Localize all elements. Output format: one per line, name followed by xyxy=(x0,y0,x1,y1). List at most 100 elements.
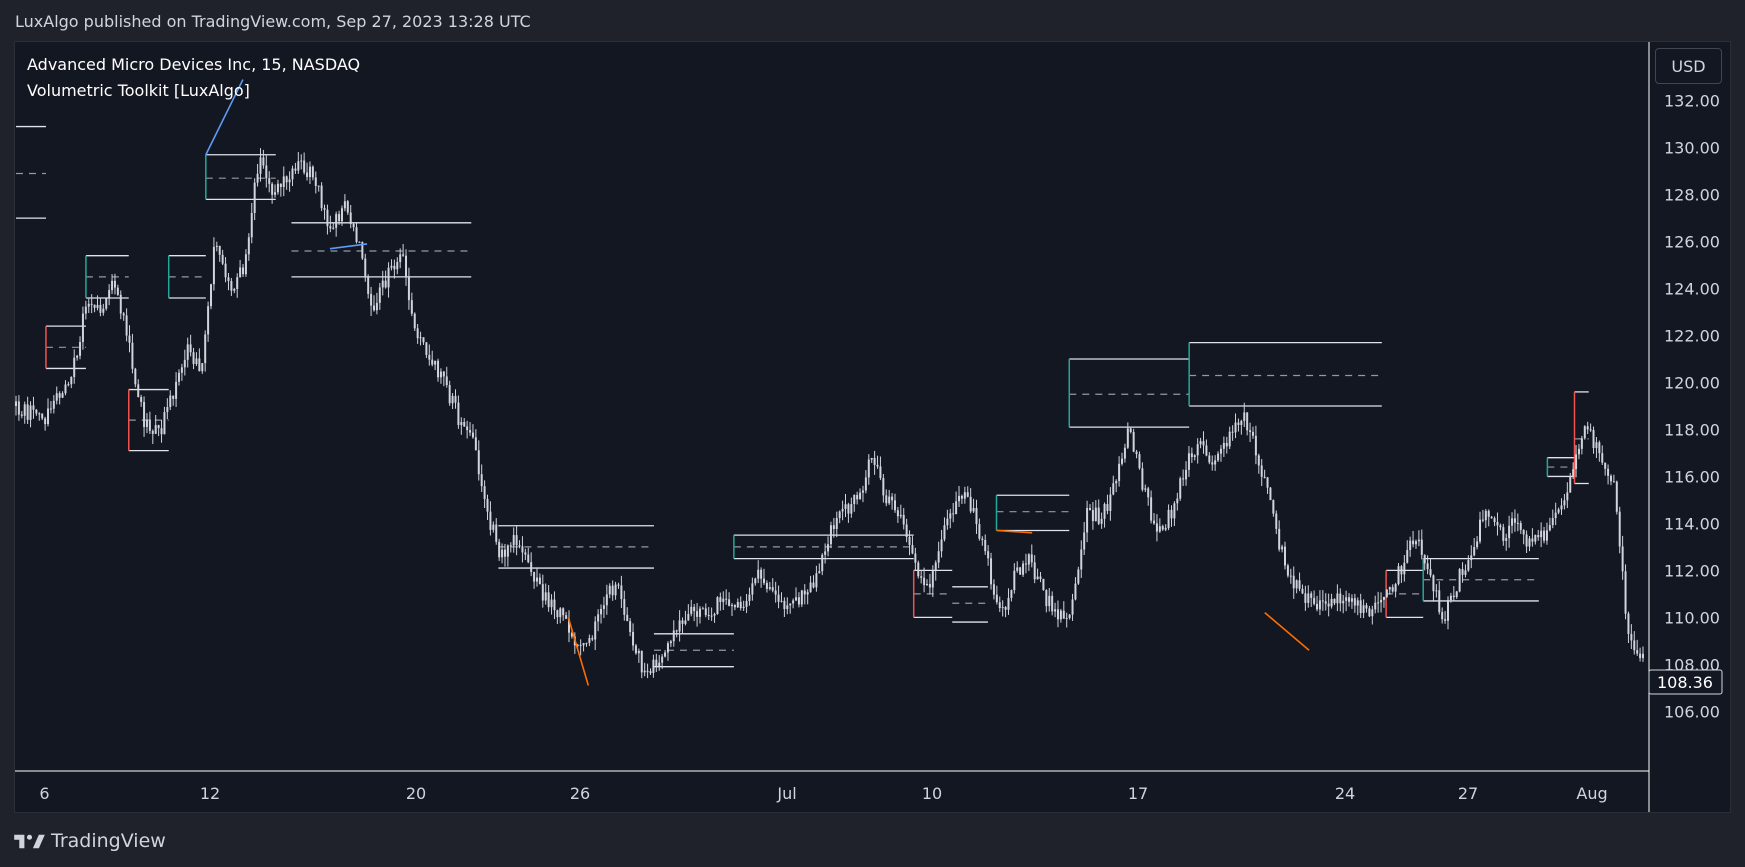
candle-body xyxy=(1310,593,1313,598)
price-axis[interactable]: 106.00108.00110.00112.00114.00116.00118.… xyxy=(1664,92,1720,722)
candle-body xyxy=(271,183,274,195)
candle-body xyxy=(757,569,760,579)
candle-body xyxy=(1286,565,1289,576)
trend-line xyxy=(996,529,1033,534)
candle-body xyxy=(419,337,422,339)
volume-levels xyxy=(16,125,1589,668)
candle-body xyxy=(163,412,166,435)
candle-body xyxy=(1589,429,1592,431)
candle-body xyxy=(501,549,504,558)
time-tick-label: 10 xyxy=(922,784,942,803)
candles xyxy=(15,148,1644,679)
price-tick-label: 116.00 xyxy=(1664,467,1720,486)
candle-body xyxy=(1636,650,1639,654)
candle-body xyxy=(253,182,256,213)
price-tick-label: 114.00 xyxy=(1664,514,1720,533)
candle-body xyxy=(611,585,614,596)
candle-body xyxy=(838,511,841,519)
candle-body xyxy=(384,280,387,288)
candle-body xyxy=(990,558,993,585)
candle-body xyxy=(291,168,294,180)
candle-body xyxy=(1470,555,1473,561)
time-axis[interactable]: 6 12 20 26 Jul 10 17 24 27 Aug xyxy=(39,784,1607,803)
candle-body xyxy=(224,263,227,278)
candle-body xyxy=(492,524,495,530)
candle-body xyxy=(1228,431,1231,447)
candle-body xyxy=(597,614,600,622)
candle-body xyxy=(151,430,154,434)
candle-body xyxy=(1444,619,1447,621)
candle-body xyxy=(728,599,731,606)
candle-body xyxy=(183,359,186,368)
candle-body xyxy=(1371,609,1374,617)
candle-body xyxy=(274,192,277,195)
price-tick-label: 126.00 xyxy=(1664,233,1720,252)
candle-body xyxy=(1318,600,1321,610)
candle-body xyxy=(314,177,317,186)
candle-body xyxy=(119,294,122,314)
candle-body xyxy=(1554,512,1557,519)
candle-body xyxy=(282,176,285,188)
candle-body xyxy=(911,544,914,554)
currency-button[interactable]: USD xyxy=(1655,48,1722,84)
candle-body xyxy=(535,577,538,582)
candle-body xyxy=(140,396,143,402)
candle-body xyxy=(157,425,160,429)
candle-body xyxy=(1452,595,1455,598)
candle-body xyxy=(1484,510,1487,521)
candle-body xyxy=(1254,435,1257,456)
candle-body xyxy=(1010,590,1013,598)
candle-body xyxy=(873,457,876,465)
chart-pane[interactable] xyxy=(14,41,1731,813)
candle-body xyxy=(1289,575,1292,577)
candle-body xyxy=(1222,442,1225,449)
candle-body xyxy=(201,363,204,372)
trend-line xyxy=(329,243,368,250)
candle-body xyxy=(701,608,704,610)
candle-body xyxy=(1481,519,1484,521)
candle-body xyxy=(1094,507,1097,522)
candle-body xyxy=(445,376,448,386)
indicator-title[interactable]: Volumetric Toolkit [LuxAlgo] xyxy=(27,81,250,100)
candle-body xyxy=(186,344,189,360)
candle-body xyxy=(835,518,838,530)
symbol-title[interactable]: Advanced Micro Devices Inc, 15, NASDAQ xyxy=(27,55,361,74)
candle-body xyxy=(1243,412,1246,421)
candle-body xyxy=(809,582,812,593)
candle-body xyxy=(806,592,809,595)
candle-body xyxy=(244,254,247,275)
candle-body xyxy=(585,642,588,644)
price-tick-label: 132.00 xyxy=(1664,92,1720,111)
candle-body xyxy=(978,524,981,539)
candle-body xyxy=(1269,487,1272,501)
candle-body xyxy=(958,495,961,502)
candle-body xyxy=(1513,518,1516,523)
candle-body xyxy=(189,344,192,353)
candle-body xyxy=(1350,598,1353,602)
candle-body xyxy=(1045,590,1048,607)
candle-body xyxy=(550,599,553,608)
candle-body xyxy=(1333,598,1336,604)
candle-body xyxy=(93,304,96,308)
candle-body xyxy=(1409,540,1412,551)
publish-info: LuxAlgo published on TradingView.com, Se… xyxy=(15,11,531,31)
candle-body xyxy=(1068,614,1071,618)
candle-body xyxy=(1056,609,1059,620)
candle-body xyxy=(882,478,885,496)
candle-body xyxy=(1435,590,1438,592)
candle-body xyxy=(969,496,972,512)
candle-body xyxy=(684,620,687,624)
candle-body xyxy=(1592,429,1595,449)
candle-body xyxy=(1298,580,1301,589)
candle-body xyxy=(76,355,79,358)
candle-body xyxy=(1586,426,1589,430)
candle-body xyxy=(1266,477,1269,488)
candle-body xyxy=(358,241,361,243)
candle-body xyxy=(1109,494,1112,511)
candle-body xyxy=(1391,587,1394,592)
candle-body xyxy=(518,545,521,547)
candle-body xyxy=(1330,598,1333,607)
candle-body xyxy=(1196,444,1199,456)
tradingview-brand[interactable]: TradingView xyxy=(51,830,166,852)
